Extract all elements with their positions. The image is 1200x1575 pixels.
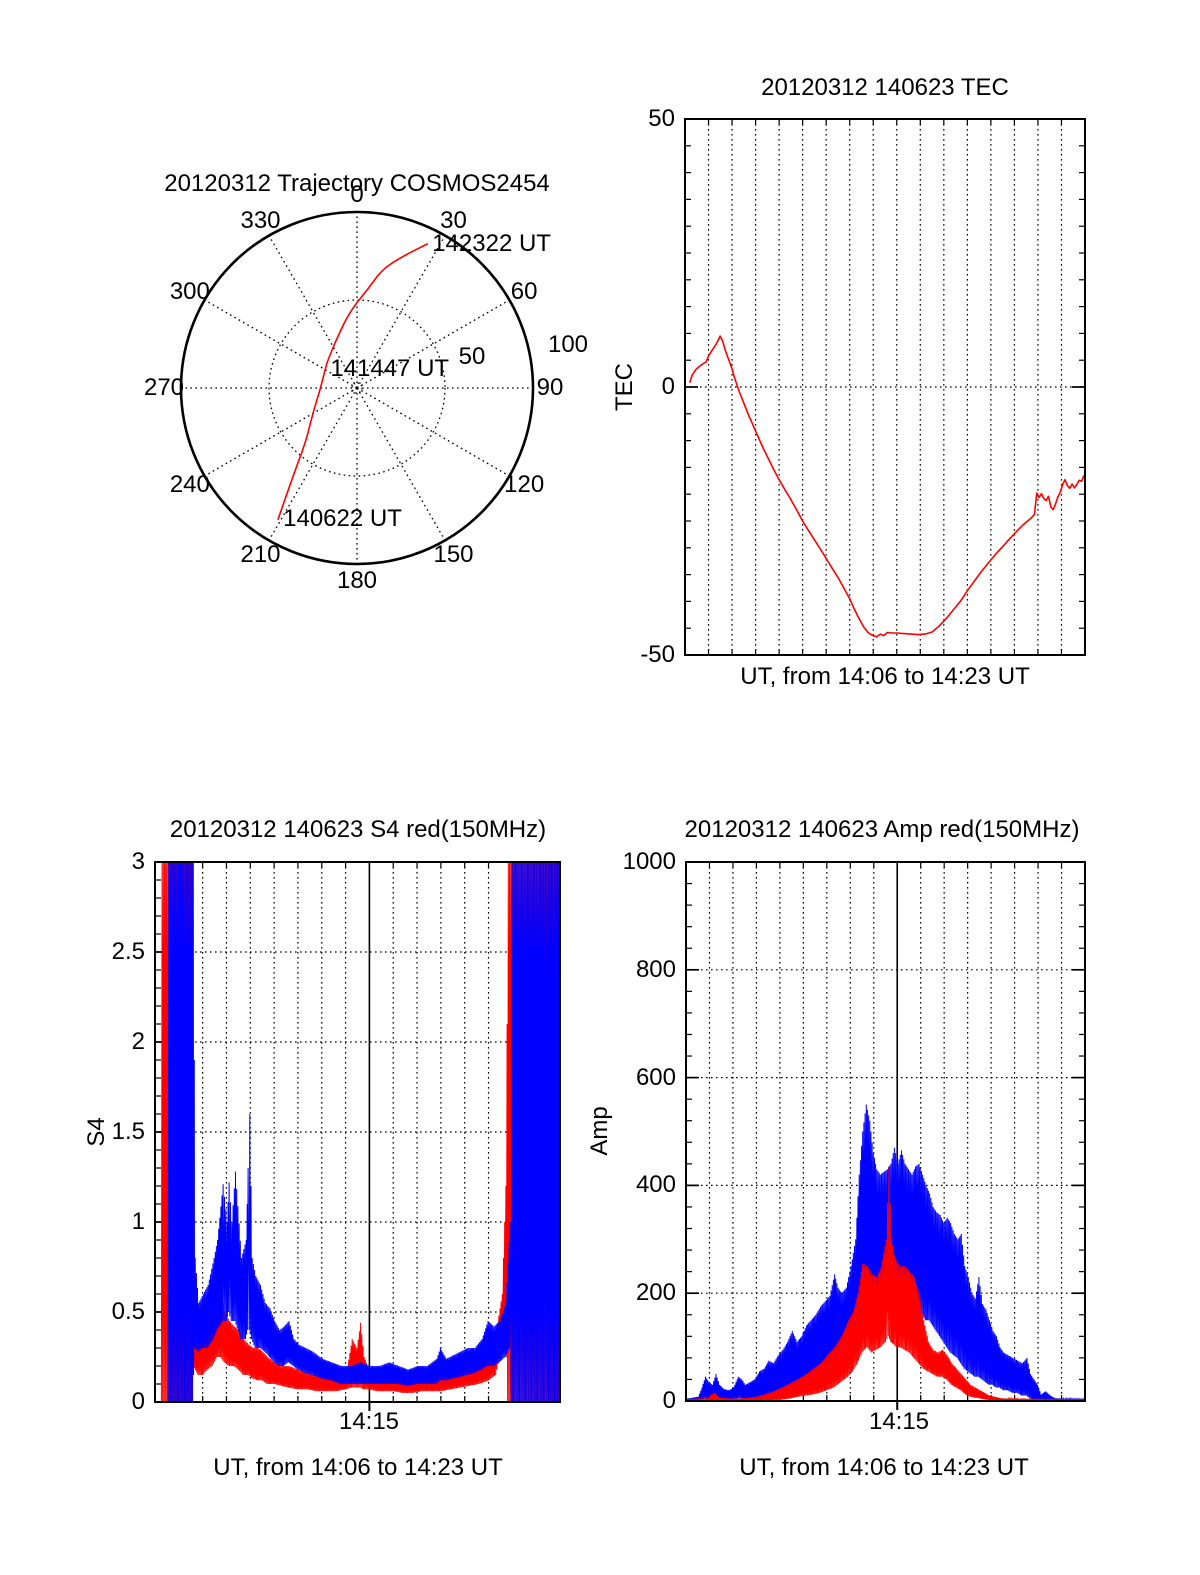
polar-azimuth-label: 30 bbox=[440, 206, 467, 234]
polar-azimuth-label: 120 bbox=[504, 470, 545, 498]
tec-y-axis-label: TEC bbox=[611, 363, 638, 411]
trajectory-annotation: 140622 UT bbox=[283, 505, 402, 533]
tec-ytick-label: -50 bbox=[640, 641, 675, 668]
s4-ytick-label: 2 bbox=[131, 1028, 145, 1055]
amp-xtick-label: 14:15 bbox=[868, 1408, 930, 1435]
polar-azimuth-label: 60 bbox=[510, 277, 538, 305]
tec-ytick-label: 0 bbox=[661, 373, 675, 400]
amp-ytick-label: 200 bbox=[635, 1279, 676, 1307]
s4-y-axis-label: S4 bbox=[83, 1117, 110, 1147]
s4-ytick-label: 0.5 bbox=[111, 1298, 145, 1325]
polar-plot-title: 20120312 Trajectory COSMOS2454 bbox=[164, 170, 550, 197]
amp-x-axis-label: UT, from 14:06 to 14:23 UT bbox=[739, 1454, 1029, 1481]
amp-ytick-label: 600 bbox=[635, 1063, 676, 1091]
polar-azimuth-label: 240 bbox=[169, 470, 210, 498]
polar-azimuth-label: 330 bbox=[240, 206, 281, 234]
s4-x-axis-label: UT, from 14:06 to 14:23 UT bbox=[213, 1454, 503, 1481]
polar-azimuth-label: 150 bbox=[433, 541, 474, 569]
polar-azimuth-label: 270 bbox=[143, 374, 185, 401]
amp-ytick-label: 0 bbox=[662, 1387, 676, 1414]
trajectory-annotation: 141447 UT bbox=[330, 354, 450, 382]
s4-ytick-label: 0 bbox=[131, 1388, 145, 1415]
s4-ytick-label: 2.5 bbox=[111, 938, 145, 965]
polar-azimuth-label: 210 bbox=[240, 541, 281, 569]
polar-radial-label: 50 bbox=[458, 343, 486, 370]
polar-azimuth-label: 300 bbox=[169, 277, 210, 305]
polar-azimuth-label: 0 bbox=[350, 181, 364, 208]
s4-ytick-label: 1.5 bbox=[111, 1118, 145, 1145]
s4-ytick-label: 3 bbox=[131, 848, 145, 875]
amp-y-axis-label: Amp bbox=[586, 1106, 613, 1156]
tec-x-axis-label: UT, from 14:06 to 14:23 UT bbox=[740, 663, 1030, 690]
amp-plot-title: 20120312 140623 Amp red(150MHz) bbox=[684, 816, 1080, 843]
polar-radial-label: 100 bbox=[547, 331, 589, 358]
s4-plot-title: 20120312 140623 S4 red(150MHz) bbox=[169, 816, 547, 843]
tec-plot-title: 20120312 140623 TEC bbox=[761, 74, 1009, 101]
polar-azimuth-label: 90 bbox=[536, 374, 564, 401]
amp-ytick-label: 400 bbox=[635, 1171, 676, 1199]
amp-ytick-label: 800 bbox=[635, 955, 676, 983]
polar-azimuth-label: 180 bbox=[336, 567, 378, 594]
s4-xtick-label: 14:15 bbox=[338, 1408, 400, 1435]
amp-ytick-label: 1000 bbox=[622, 848, 676, 875]
trajectory-annotation: 142322 UT bbox=[432, 230, 551, 258]
tec-ytick-label: 50 bbox=[648, 105, 675, 132]
s4-ytick-label: 1 bbox=[131, 1208, 145, 1235]
